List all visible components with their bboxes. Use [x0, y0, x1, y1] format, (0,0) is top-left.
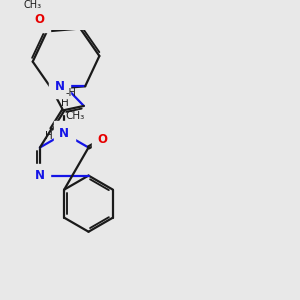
Text: H: H	[61, 98, 69, 108]
Text: N: N	[59, 127, 69, 140]
Text: CH₃: CH₃	[23, 0, 41, 10]
Text: O: O	[34, 14, 44, 26]
Text: -H: -H	[65, 88, 76, 98]
Text: O: O	[98, 133, 108, 146]
Text: H: H	[46, 131, 53, 141]
Text: CH₃: CH₃	[65, 111, 85, 121]
Text: N: N	[35, 169, 45, 182]
Text: N: N	[55, 80, 65, 93]
